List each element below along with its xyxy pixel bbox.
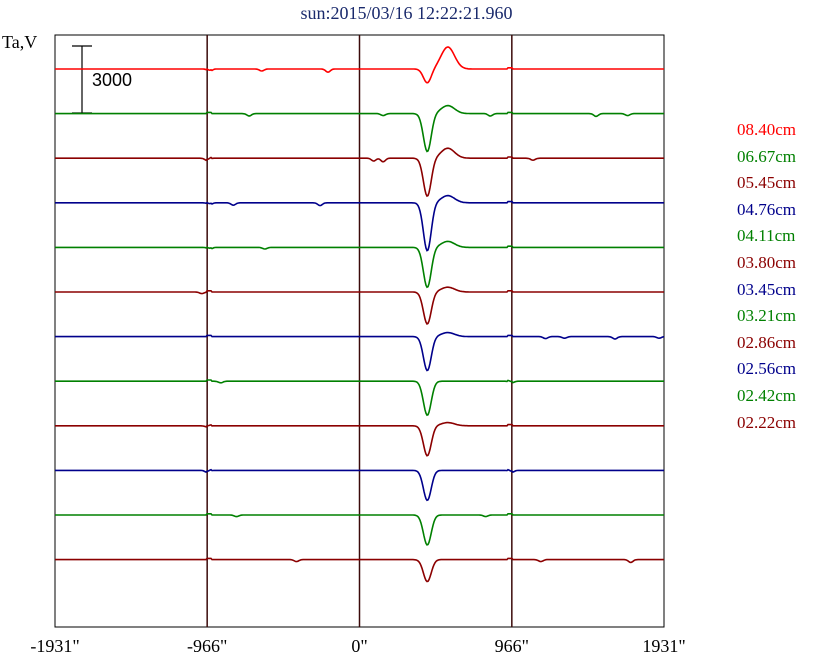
series-lines: [55, 46, 665, 583]
legend-item-03.80cm: 03.80cm: [737, 253, 797, 272]
legend-item-02.86cm: 02.86cm: [737, 332, 797, 352]
series-line-02.86cm: [55, 421, 664, 457]
series-line-02.56cm: [55, 468, 664, 502]
scale-bar-label: 3000: [92, 70, 133, 90]
legend-item-02.22cm: 02.22cm: [737, 412, 797, 432]
vertical-grid-lines: [206, 35, 513, 627]
x-tick-label-4: 1931": [642, 636, 686, 656]
legend-item-02.42cm: 02.42cm: [737, 386, 797, 405]
legend-item-02.56cm: 02.56cm: [737, 359, 797, 379]
x-tick-label-2: 0": [351, 636, 368, 656]
legend-item-04.76cm: 04.76cm: [737, 199, 797, 219]
series-line-06.67cm: [55, 104, 664, 153]
legend-item-03.21cm: 03.21cm: [737, 306, 797, 326]
legend-item-06.67cm: 06.67cm: [737, 146, 797, 166]
legend-item-04.11cm: 04.11cm: [737, 226, 796, 246]
series-line-03.21cm: [55, 379, 664, 417]
y-axis-label: Ta,V: [2, 32, 38, 52]
x-tick-label-3: 966": [494, 636, 530, 656]
x-tick-label-0: -1931": [30, 636, 80, 656]
legend-item-08.40cm: 08.40cm: [737, 120, 797, 139]
series-line-02.42cm: [55, 513, 664, 546]
series-line-03.45cm: [55, 331, 665, 372]
series-line-03.80cm: [55, 286, 664, 325]
series-line-08.40cm: [55, 46, 664, 84]
series-line-05.45cm: [55, 147, 664, 198]
legend-item-03.45cm: 03.45cm: [737, 279, 797, 299]
scale-bar: [72, 45, 92, 114]
legend-item-05.45cm: 05.45cm: [737, 173, 797, 193]
x-tick-label-1: -966": [186, 636, 228, 656]
series-line-04.76cm: [55, 194, 664, 252]
series-line-02.22cm: [55, 557, 664, 583]
chart-title: sun:2015/03/16 12:22:21.960: [300, 3, 513, 23]
series-line-04.11cm: [55, 240, 664, 289]
